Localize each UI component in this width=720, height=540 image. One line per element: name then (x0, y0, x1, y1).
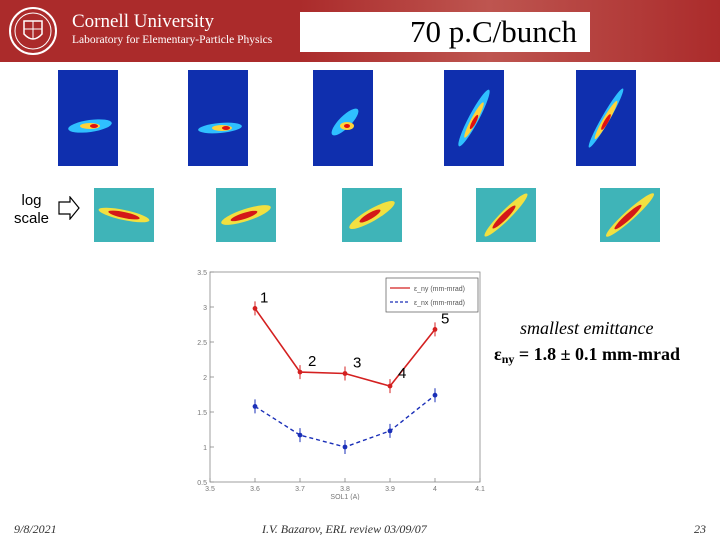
data-point (252, 306, 258, 311)
title-box (300, 12, 590, 52)
y-tick-label: 3 (203, 305, 207, 312)
university-name: Cornell University (72, 11, 214, 32)
log-scale-plot-3 (342, 188, 402, 242)
footer-center: I.V. Bazarov, ERL review 03/09/07 (262, 522, 427, 536)
data-point (297, 432, 303, 438)
institution-wordmark: Cornell University Laboratory for Elemen… (72, 12, 272, 48)
x-tick-label: 3.9 (385, 486, 395, 493)
y-tick-label: 1 (203, 445, 207, 452)
log-scale-label: log scale (14, 192, 50, 227)
phase-space-plot-4 (436, 68, 516, 178)
point-label: 4 (398, 365, 406, 382)
data-point (342, 444, 348, 450)
phase-space-image (444, 70, 504, 166)
legend-box (385, 277, 479, 313)
data-point (252, 404, 258, 409)
log-scale-plot-2 (216, 188, 276, 242)
data-point (387, 383, 393, 389)
log-scale-plot-5 (600, 188, 660, 242)
data-point (297, 369, 303, 375)
phase-space-image (58, 70, 118, 166)
data-point (342, 371, 348, 376)
annotation-smallest-emittance: smallest emittance (520, 318, 654, 338)
phase-space-plot-2 (180, 68, 260, 178)
footer-date: 9/8/2021 (14, 522, 57, 536)
y-tick-label: 2 (203, 375, 207, 382)
lab-name: Laboratory for Elementary-Particle Physi… (72, 34, 273, 46)
point-label: 3 (353, 355, 361, 372)
right-arrow-icon (58, 196, 80, 220)
x-tick-label: 4 (433, 486, 437, 493)
phase-space-plot-1 (50, 68, 130, 178)
cornell-seal-logo (9, 7, 57, 55)
phase-space-image (313, 70, 373, 166)
data-point (432, 392, 438, 398)
log-scale-plot-4 (476, 188, 536, 242)
y-tick-label: 3.5 (197, 270, 207, 277)
point-label: 1 (260, 289, 268, 306)
point-label: 2 (308, 353, 316, 370)
y-tick-label: 1.5 (197, 410, 207, 417)
data-point (387, 428, 393, 434)
log-scale-plot-1 (94, 188, 154, 242)
y-tick-label: 2.5 (197, 340, 207, 347)
x-tick-label: 3.7 (295, 486, 305, 493)
slide-title: 70 p.C/bunch (410, 14, 578, 49)
x-tick-label: 3.5 (205, 486, 215, 493)
legend-label: ε_ny (mm-mrad) (414, 286, 465, 293)
y-tick-label: 0.5 (197, 480, 207, 487)
point-label: 5 (441, 310, 449, 327)
legend-label: ε_nx (mm-mrad) (414, 300, 465, 307)
footer-page-number: 23 (694, 522, 706, 536)
phase-space-plot-5 (568, 68, 648, 178)
x-axis-label: SOL1 (A) (330, 494, 359, 500)
phase-space-plot-3 (305, 68, 385, 178)
annotation-emittance-value: εny = 1.8 ± 0.1 mm-mrad (494, 344, 681, 366)
phase-space-image (576, 70, 636, 166)
data-point (432, 327, 438, 332)
x-tick-label: 3.6 (250, 486, 260, 493)
x-tick-label: 3.8 (340, 486, 350, 493)
x-tick-label: 4.1 (475, 486, 485, 493)
phase-space-image (188, 70, 248, 166)
